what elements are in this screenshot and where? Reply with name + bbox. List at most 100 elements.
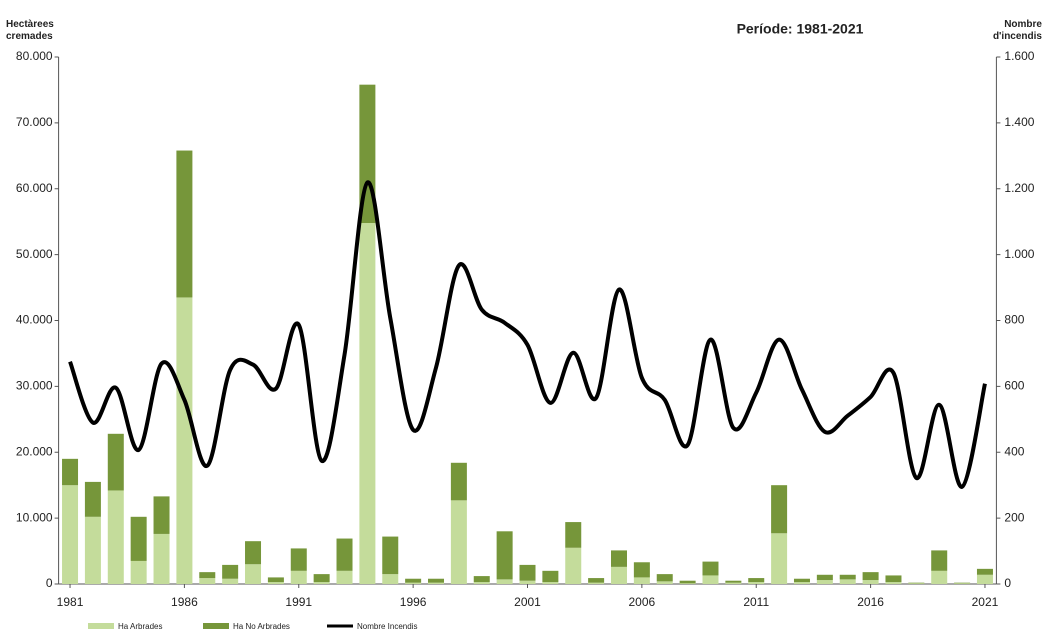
bar <box>107 490 124 584</box>
bar <box>176 297 193 584</box>
x-tick-label: 2001 <box>514 595 541 609</box>
bar <box>954 582 971 584</box>
bar <box>588 582 605 584</box>
line <box>68 180 987 489</box>
bar <box>885 575 902 583</box>
bar <box>519 564 536 581</box>
bar <box>359 223 376 584</box>
legend-label: Ha No Arbrades <box>233 622 290 631</box>
bar <box>313 582 330 584</box>
bar <box>267 577 284 583</box>
bar <box>816 574 833 581</box>
bar <box>107 433 124 491</box>
bar <box>679 580 696 584</box>
bar <box>405 578 422 583</box>
y2-tick-label: 0 <box>1004 576 1011 590</box>
bar <box>336 570 353 584</box>
bar <box>245 564 262 584</box>
bar <box>542 570 559 583</box>
bar <box>153 533 170 584</box>
y-tick-label: 40.000 <box>16 313 53 327</box>
bar <box>382 536 399 575</box>
bar <box>771 533 788 584</box>
y-tick-label: 0 <box>46 576 53 590</box>
x-tick-label: 2021 <box>972 595 999 609</box>
chart-title: Període: 1981-2021 <box>737 21 864 37</box>
bar <box>908 583 925 584</box>
legend-label: Ha Arbrades <box>118 622 162 631</box>
y-tick-label: 20.000 <box>16 444 53 458</box>
y-tick-label: 30.000 <box>16 379 53 393</box>
bar <box>702 561 719 576</box>
y-tick-label: 70.000 <box>16 115 53 129</box>
bar <box>725 580 742 583</box>
bar <box>702 575 719 584</box>
bar <box>931 550 948 571</box>
bar <box>954 583 971 584</box>
x-tick-label: 1986 <box>171 595 198 609</box>
bar <box>267 582 284 584</box>
bar <box>473 582 490 584</box>
bar <box>862 572 879 581</box>
bar <box>199 578 216 584</box>
bar <box>496 579 513 584</box>
bar <box>62 458 79 486</box>
bar <box>405 582 422 584</box>
bar <box>793 582 810 584</box>
bar <box>222 578 239 584</box>
bar <box>931 570 948 584</box>
bar <box>62 485 79 584</box>
x-tick-label: 2006 <box>629 595 656 609</box>
bar <box>610 550 627 567</box>
bar <box>633 577 650 584</box>
bar <box>450 500 467 584</box>
bar <box>130 560 147 584</box>
bar <box>290 548 307 571</box>
bar <box>450 462 467 501</box>
bar <box>153 496 170 534</box>
bar <box>908 582 925 584</box>
bar <box>565 547 582 584</box>
bar <box>885 582 902 584</box>
bar <box>473 576 490 583</box>
bar <box>793 578 810 583</box>
bar <box>313 574 330 583</box>
y2-tick-label: 1.200 <box>1004 181 1034 195</box>
y2-tick-label: 200 <box>1004 510 1024 524</box>
bar <box>839 579 856 584</box>
legend-label: Nombre Incendis <box>357 622 417 631</box>
bar <box>771 485 788 534</box>
bar <box>748 578 765 583</box>
bar <box>565 522 582 548</box>
bar <box>816 580 833 584</box>
bar <box>588 578 605 583</box>
bar <box>130 516 147 561</box>
bar <box>610 566 627 584</box>
y-tick-label: 80.000 <box>16 49 53 63</box>
bar <box>84 481 101 517</box>
bar <box>336 538 353 571</box>
y-tick-label: 10.000 <box>16 510 53 524</box>
bar <box>84 516 101 584</box>
y2-tick-label: 400 <box>1004 444 1024 458</box>
x-tick-label: 1996 <box>400 595 427 609</box>
bar <box>428 582 445 584</box>
y2-axis-label: Nombre d'incendis <box>992 19 1042 42</box>
bar <box>428 578 445 583</box>
bar <box>382 574 399 584</box>
bar <box>245 541 262 565</box>
y2-tick-label: 1.400 <box>1004 115 1034 129</box>
bar <box>199 572 216 579</box>
y2-tick-label: 600 <box>1004 379 1024 393</box>
y-axis-label: Hectàrees cremades <box>6 19 54 42</box>
x-tick-label: 1981 <box>57 595 84 609</box>
y-tick-label: 60.000 <box>16 181 53 195</box>
bar <box>633 562 650 578</box>
bar <box>976 568 993 575</box>
bar <box>976 574 993 584</box>
bar <box>656 574 673 582</box>
bar <box>656 581 673 584</box>
bar <box>725 582 742 584</box>
x-tick-label: 2016 <box>857 595 884 609</box>
